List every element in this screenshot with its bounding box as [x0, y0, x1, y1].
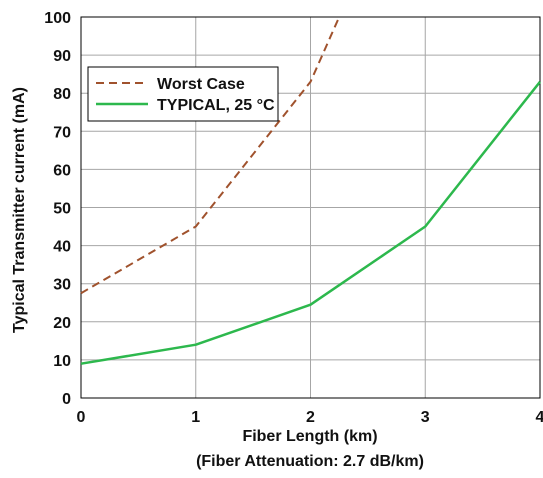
legend-box — [87, 66, 279, 122]
y-tick-label: 70 — [53, 124, 71, 141]
y-tick-label: 40 — [53, 239, 71, 256]
y-tick-label: 60 — [53, 162, 71, 179]
series-line-worst-case — [80, 16, 341, 295]
series-line-typical — [80, 81, 541, 365]
legend-label-typical: TYPICAL, 25 °C — [157, 97, 275, 114]
x-tick-label: 3 — [421, 409, 430, 426]
legend: Worst Case TYPICAL, 25 °C — [87, 66, 279, 122]
y-axis-title: Typical Transmitter current (mA) — [11, 87, 28, 333]
y-tick-label: 10 — [53, 353, 71, 370]
y-tick-labels: 0 10 20 30 40 50 60 70 80 90 100 — [44, 10, 71, 408]
x-tick-label: 1 — [191, 409, 200, 426]
y-tick-label: 30 — [53, 277, 71, 294]
legend-label-worst-case: Worst Case — [157, 76, 245, 93]
y-tick-label: 80 — [53, 86, 71, 103]
y-tick-label: 20 — [53, 315, 71, 332]
y-tick-label: 0 — [62, 391, 71, 408]
series-lines — [80, 16, 541, 365]
x-tick-label: 0 — [77, 409, 86, 426]
x-tick-labels: 0 1 2 3 4 — [77, 409, 543, 426]
y-tick-label: 50 — [53, 201, 71, 218]
x-axis-subtitle: (Fiber Attenuation: 2.7 dB/km) — [196, 453, 424, 470]
x-tick-label: 4 — [536, 409, 543, 426]
y-tick-label: 100 — [44, 10, 71, 27]
x-tick-label: 2 — [306, 409, 315, 426]
y-tick-label: 90 — [53, 48, 71, 65]
x-axis-title: Fiber Length (km) — [242, 428, 377, 445]
plot-frame — [80, 16, 541, 399]
